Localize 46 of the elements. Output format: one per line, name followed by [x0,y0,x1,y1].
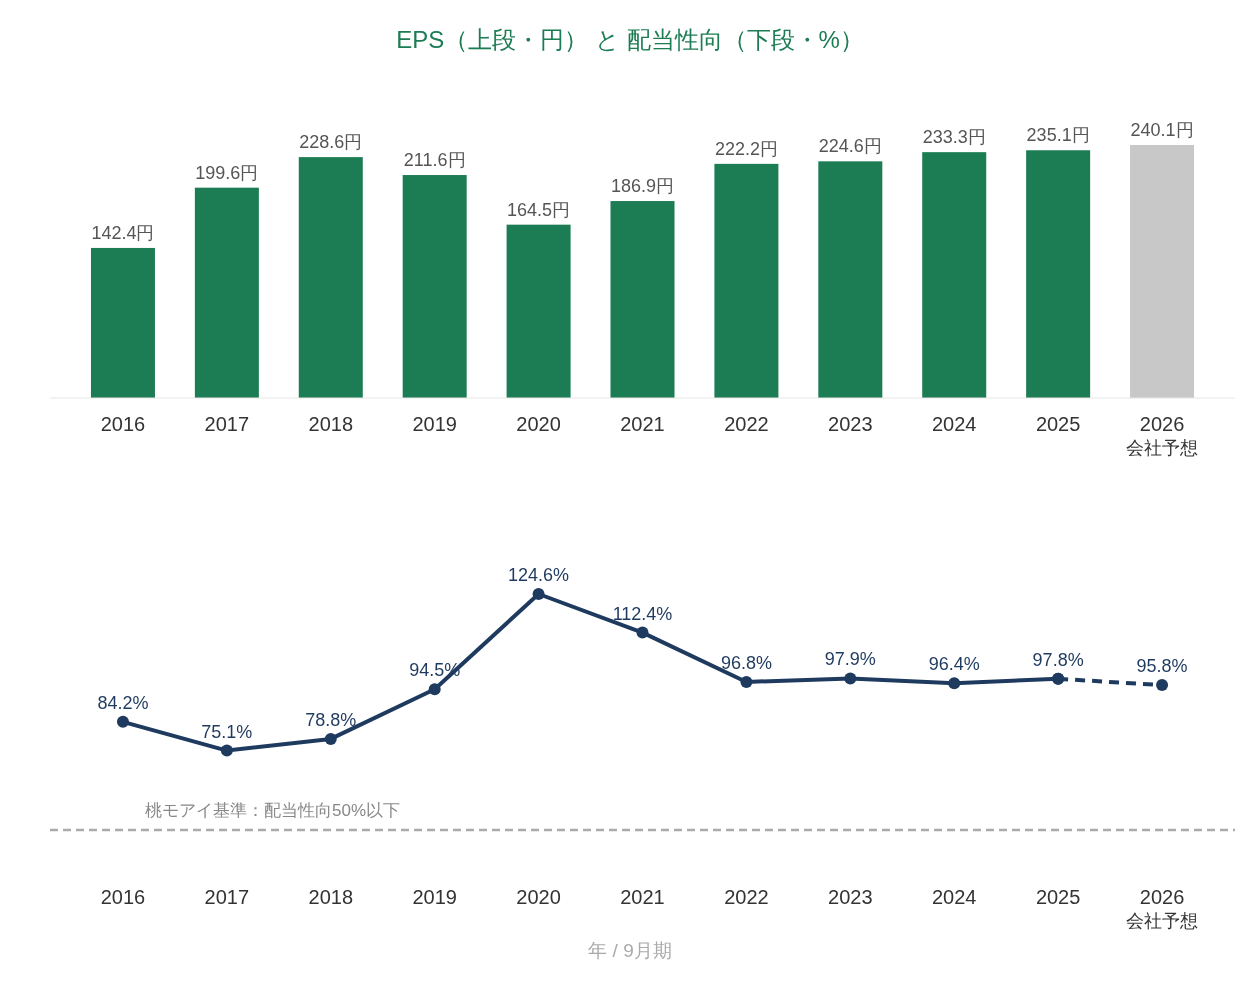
data-label: 124.6% [508,565,570,585]
x-tick-label: 2026 会社予想 [1126,886,1199,931]
x-tick-label: 2016 [100,886,146,908]
x-tick-label: 2018 [308,413,354,435]
x-tick-label: 2026 会社予想 [1126,413,1199,458]
data-label: 228.6円 [299,132,363,153]
data-label: 96.4% [928,654,980,675]
x-tick-label: 2017 [204,413,250,435]
data-label: 142.4円 [91,222,155,243]
data-label: 222.2円 [714,138,778,159]
data-label: 164.5円 [507,199,571,220]
x-tick-label: 2024 [931,886,977,908]
data-label: 84.2% [97,692,149,713]
x-tick-label: 2017 [204,886,250,908]
data-label: 97.9% [824,649,876,670]
x-tick-label: 2018 [308,886,354,908]
data-label: 97.8% [1032,649,1084,670]
x-tick-label: 2025 [1035,886,1081,908]
data-label: 233.3円 [922,127,986,148]
data-label: 75.1% [201,721,253,742]
x-tick-label: 2016 [100,413,146,435]
data-label: 112.4% [612,603,673,624]
x-tick-label: 2023 [828,886,873,908]
data-label: 240.1円 [1130,120,1194,140]
x-tick-label: 2019 [412,886,457,908]
ref-line-label: 桃モアイ基準：配当性向50%以下 [145,801,401,820]
x-tick-label: 2022 [724,413,769,435]
x-tick-label: 2022 [724,886,769,908]
x-tick-label: 2019 [412,413,457,435]
x-tick-label: 2021 [620,886,665,908]
chart-title: EPS（上段・円） と 配当性向（下段・%） [396,26,864,53]
data-label: 95.8% [1136,656,1188,677]
x-axis-title: 年 / 9月期 [588,940,672,961]
data-label: 211.6円 [403,150,466,171]
x-tick-label: 2024 [931,413,977,435]
data-label: 186.9円 [610,176,675,197]
data-label: 224.6円 [818,136,882,157]
x-tick-label: 2023 [828,413,873,435]
x-tick-label: 2025 [1035,413,1081,435]
x-tick-label: 2020 [516,886,561,908]
data-label: 96.8% [720,652,772,673]
x-tick-label: 2021 [620,413,665,435]
x-tick-label: 2020 [516,413,561,435]
data-label: 78.8% [305,709,357,730]
data-label: 199.6円 [195,162,259,183]
data-label: 235.1円 [1026,125,1090,146]
